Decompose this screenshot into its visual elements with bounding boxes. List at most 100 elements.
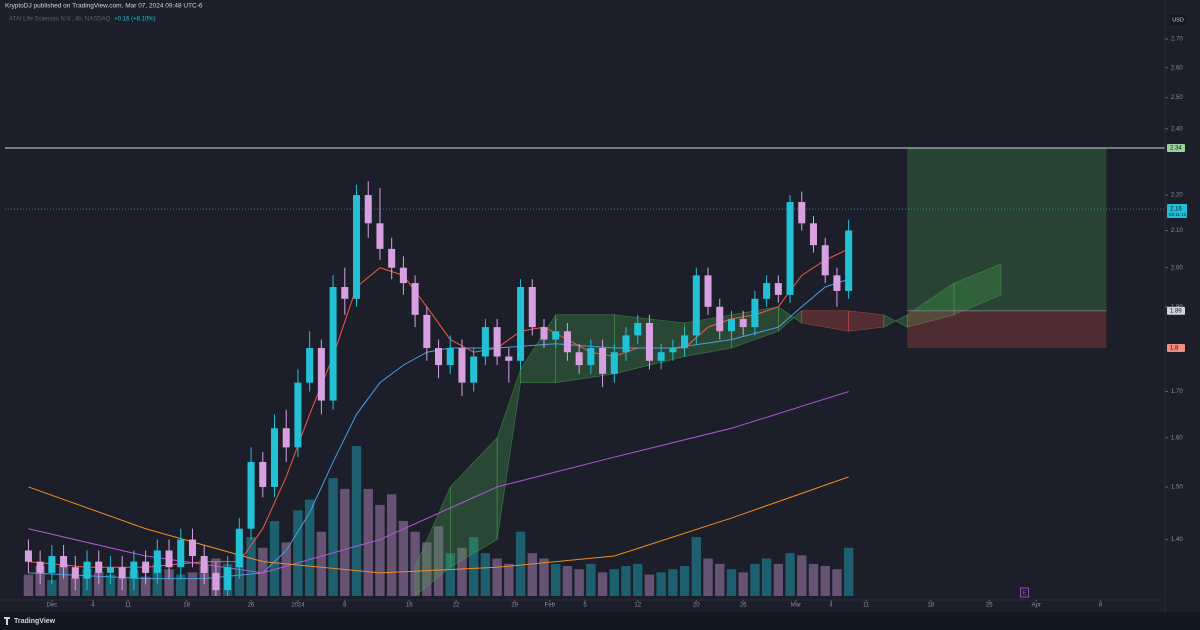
x-tick-label: Mar [791,603,801,609]
volume-bar [761,558,772,596]
y-tick-label: 2.00 [1171,265,1183,271]
x-tick-label: Dec [47,603,58,609]
volume-bar [140,576,151,596]
volume-bar [843,547,854,596]
candle-body [71,567,79,579]
candle-body [528,286,536,328]
y-tick-label: 2.60 [1171,65,1183,71]
volume-bar [410,531,420,596]
candle-body [552,331,560,340]
y-tick-label: 2.10 [1171,228,1183,234]
y-tick-label: 2.20 [1171,193,1183,199]
candle-body [821,245,829,276]
x-tick-label: 22 [453,603,460,609]
footer-bar [0,612,1200,630]
candle-body [622,335,630,353]
candle-body [669,347,677,353]
volume-bar [609,569,619,596]
stop-label: 1.8 [1170,346,1179,352]
countdown: 02:11:12 [1169,212,1187,217]
axes: 1.401.501.601.701.902.002.102.202.402.50… [47,37,1187,609]
volume-bar [47,579,57,596]
volume-bar [633,563,643,596]
candle-body [411,283,419,315]
currency-box [1170,15,1186,25]
volume-bar [679,566,690,596]
last-price-box [1167,204,1187,219]
target-label-box [1167,144,1185,153]
candle-body [634,323,642,336]
candle-body [188,539,196,557]
candle-body [247,461,255,529]
volume-bar [738,572,748,596]
candle-body [645,323,653,361]
header: KryptoDJ published on TradingView.com, M… [5,3,203,10]
brand-logo [4,617,10,625]
candle-body [329,286,337,401]
loss-zone [907,310,1107,348]
volume-bar [492,558,502,596]
volume-bar [773,563,784,596]
volume-bar [597,572,608,596]
volume-bar [445,553,455,596]
candle-body [517,286,525,361]
candle-body [610,352,618,374]
y-tick-label: 1.50 [1171,485,1183,491]
candle-body [270,428,279,487]
volume-bar [457,547,467,596]
candle-body [177,539,185,568]
candle-body [353,195,361,299]
volume-bar [422,542,432,596]
candle-body [751,298,759,328]
volume-bar [398,521,409,596]
candle-body [83,561,91,579]
volume-bar [58,563,69,596]
cloud-segment [953,263,1002,316]
x-tick-label: 4 [829,603,833,609]
volume-bar [258,547,268,596]
volume-bar [668,569,678,596]
volume-bar [691,537,701,596]
candle-body [833,275,841,291]
stop-label-box [1167,343,1185,352]
candle-body [224,567,232,591]
volume-bar [176,574,186,596]
entry-label-box [1167,306,1185,315]
candle-body [60,556,68,568]
candle-body [681,335,689,348]
x-tick-label: 26 [248,603,255,609]
candle-body [259,461,267,487]
moving-average [28,391,849,574]
candle-body [435,347,443,366]
candle-body [599,347,607,374]
y-tick-label: 2.50 [1171,95,1183,101]
volume-bar [164,569,174,596]
price-axis [1165,0,1200,612]
x-tick-label: 29 [511,603,518,609]
x-tick-label: 25 [986,603,993,609]
candle-body [505,356,513,361]
volume-bar [656,572,666,596]
y-tick-label: 1.40 [1171,537,1183,543]
candle-body [118,567,126,579]
candle-body [306,347,314,383]
volume-bar [187,572,198,596]
x-tick-label: 11 [125,603,132,609]
candle-body [48,556,56,573]
candle-body [587,347,595,366]
x-tick-label: 2024 [291,603,305,609]
candle-body [845,230,853,291]
last-price-label: 2.16 [1170,207,1182,213]
volume-bar [820,566,830,596]
volume-bar [551,563,561,596]
candle-body [212,572,220,591]
brand: TradingView [14,618,56,625]
event-marker-label: E [1023,590,1027,596]
volume-bar [480,553,491,596]
candle-body [235,528,243,568]
x-tick-label: 26 [740,603,747,609]
volume-bar [621,566,631,596]
change: +0.16 (+8.10%) [114,17,155,23]
